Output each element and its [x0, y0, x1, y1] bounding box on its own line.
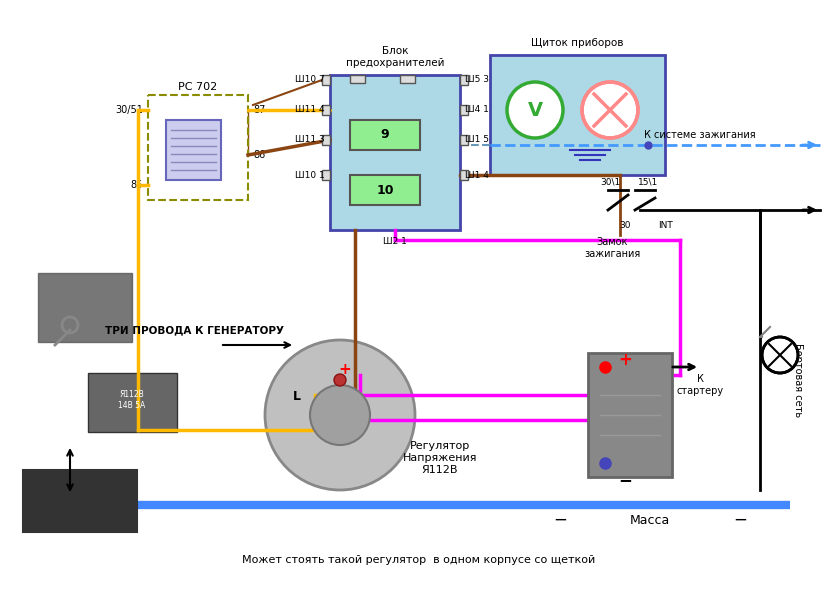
Text: Ш10 7: Ш10 7: [295, 75, 325, 85]
Text: +: +: [339, 362, 351, 377]
Text: Ш1 5: Ш1 5: [465, 136, 489, 144]
Text: Ш11 3: Ш11 3: [295, 136, 325, 144]
Text: 30\1: 30\1: [600, 177, 620, 186]
Text: 30: 30: [619, 220, 631, 229]
Text: −: −: [553, 511, 567, 529]
FancyBboxPatch shape: [350, 175, 420, 205]
Text: Блок
предохранителей: Блок предохранителей: [346, 46, 444, 68]
FancyBboxPatch shape: [350, 75, 365, 83]
Text: Я112В
14В 5А: Я112В 14В 5А: [118, 390, 146, 410]
Text: 86: 86: [253, 150, 266, 160]
Text: 85: 85: [131, 180, 143, 190]
Circle shape: [507, 82, 563, 138]
FancyBboxPatch shape: [322, 135, 330, 145]
Text: 30/51: 30/51: [115, 105, 143, 115]
Text: Масса: Масса: [630, 513, 670, 527]
Circle shape: [310, 385, 370, 445]
FancyBboxPatch shape: [166, 120, 221, 180]
FancyBboxPatch shape: [588, 353, 672, 477]
FancyBboxPatch shape: [322, 75, 330, 85]
Circle shape: [582, 82, 638, 138]
Text: 9: 9: [380, 128, 390, 141]
FancyBboxPatch shape: [322, 170, 330, 180]
Circle shape: [762, 337, 798, 373]
Circle shape: [265, 340, 415, 490]
Text: Щиток приборов: Щиток приборов: [531, 38, 623, 48]
Text: +: +: [618, 351, 632, 369]
Text: Может стоять такой регулятор  в одном корпусе со щеткой: Может стоять такой регулятор в одном кор…: [242, 555, 596, 565]
FancyBboxPatch shape: [88, 373, 177, 432]
Circle shape: [334, 374, 346, 386]
FancyBboxPatch shape: [460, 135, 468, 145]
Text: Замок
зажигания: Замок зажигания: [584, 237, 640, 259]
Text: К системе зажигания: К системе зажигания: [644, 130, 756, 140]
Text: 15\1: 15\1: [638, 177, 658, 186]
Text: РС 702: РС 702: [178, 82, 218, 92]
Text: Ш5 3: Ш5 3: [465, 75, 489, 85]
FancyBboxPatch shape: [350, 120, 420, 150]
Text: Бортовая сеть: Бортовая сеть: [793, 343, 803, 417]
FancyBboxPatch shape: [460, 75, 468, 85]
Text: V: V: [527, 100, 542, 119]
FancyBboxPatch shape: [460, 170, 468, 180]
Text: INT: INT: [658, 220, 672, 229]
Text: Ш10 1: Ш10 1: [295, 171, 325, 180]
Text: 10: 10: [376, 183, 394, 196]
Text: ТРИ ПРОВОДА К ГЕНЕРАТОРУ: ТРИ ПРОВОДА К ГЕНЕРАТОРУ: [105, 325, 284, 335]
FancyBboxPatch shape: [330, 75, 460, 230]
FancyBboxPatch shape: [322, 105, 330, 115]
FancyBboxPatch shape: [38, 273, 132, 342]
FancyBboxPatch shape: [460, 105, 468, 115]
FancyBboxPatch shape: [23, 470, 137, 532]
Text: −: −: [618, 471, 632, 489]
Text: К
стартеру: К стартеру: [676, 374, 723, 396]
FancyBboxPatch shape: [490, 55, 665, 175]
Text: Ш1 4: Ш1 4: [465, 171, 489, 180]
Text: L: L: [293, 390, 301, 404]
Text: Регулятор
Напряжения
Я112В: Регулятор Напряжения Я112В: [403, 441, 478, 475]
Text: Ш11 4: Ш11 4: [295, 106, 325, 115]
Text: 87: 87: [253, 105, 266, 115]
FancyBboxPatch shape: [400, 75, 415, 83]
Text: Ш4 1: Ш4 1: [465, 106, 489, 115]
Text: −: −: [733, 511, 747, 529]
Text: Ш2 1: Ш2 1: [383, 238, 407, 247]
